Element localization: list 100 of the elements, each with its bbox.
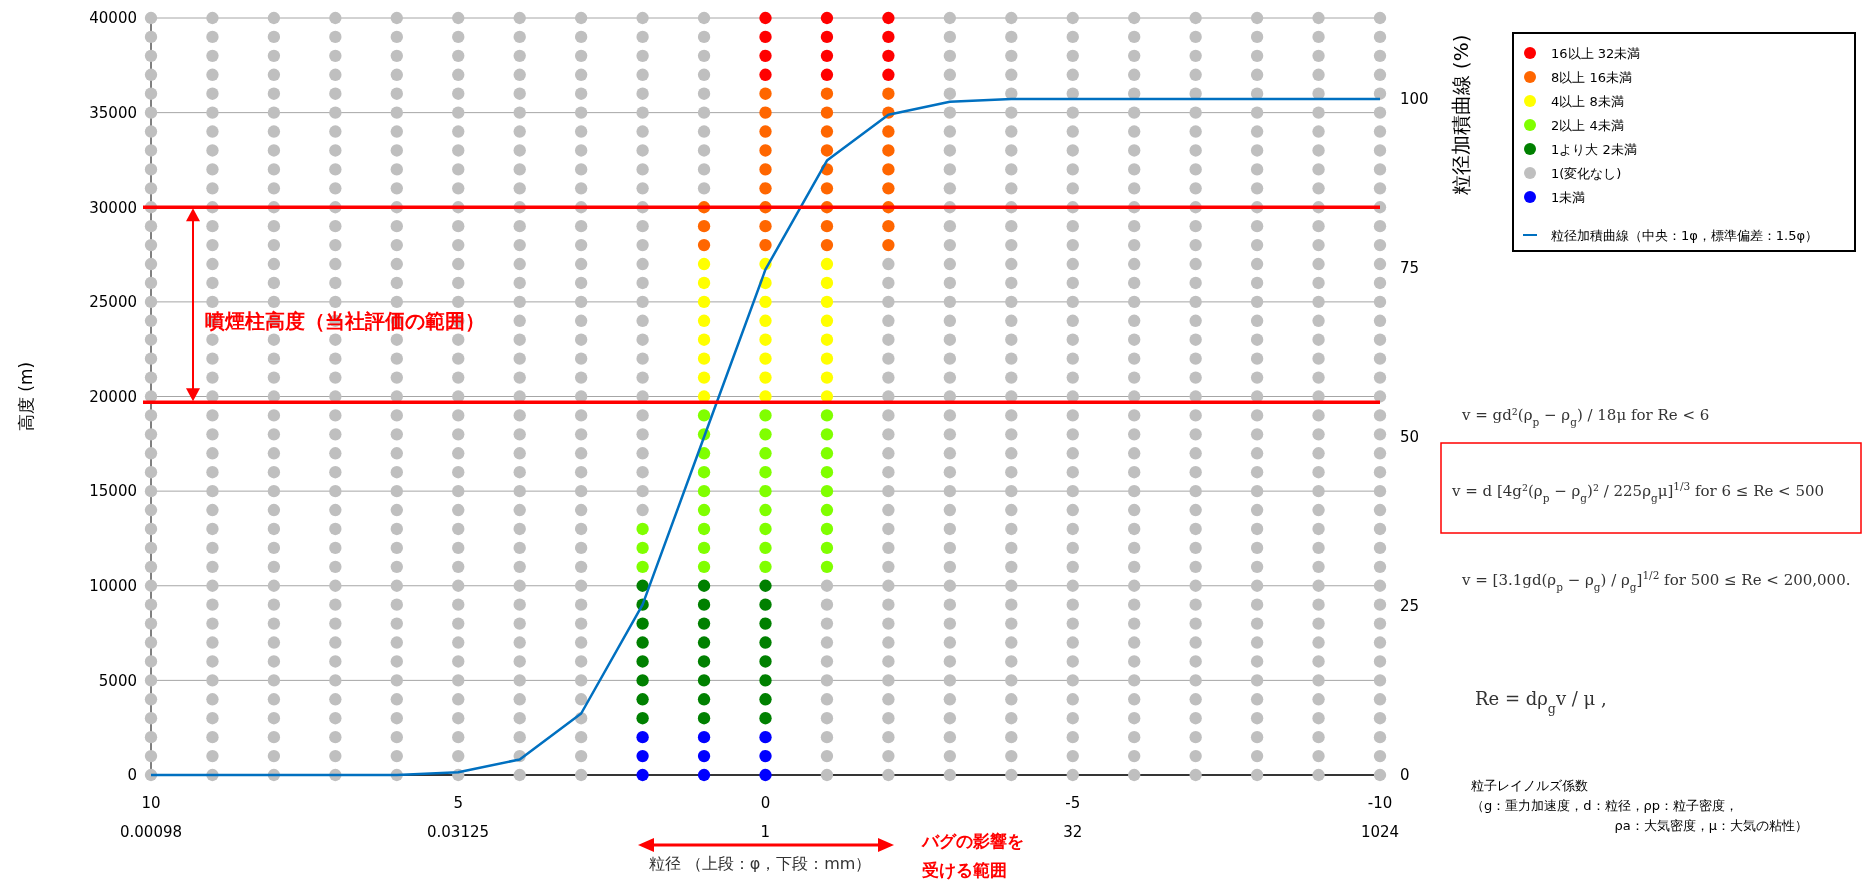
- point: [759, 730, 772, 744]
- point: [820, 68, 834, 81]
- point: [759, 144, 772, 157]
- point: [697, 333, 711, 346]
- point: [820, 220, 834, 233]
- x-tick-label: 0: [760, 794, 771, 812]
- y-tick-label: 10000: [89, 577, 137, 595]
- point: [759, 49, 772, 63]
- point: [636, 560, 649, 573]
- point: [820, 371, 834, 384]
- point: [882, 144, 895, 157]
- point: [759, 712, 772, 725]
- point: [697, 522, 711, 536]
- point: [820, 238, 834, 252]
- y-tick-label: 40000: [89, 9, 137, 28]
- point: [820, 466, 834, 479]
- point: [759, 11, 772, 25]
- point: [820, 87, 834, 100]
- point: [697, 674, 711, 687]
- point: [759, 295, 772, 309]
- point: [759, 655, 772, 668]
- y-tick-label: 15000: [89, 482, 137, 501]
- y-tick-label: 0: [127, 766, 137, 785]
- point: [820, 144, 834, 157]
- point: [697, 503, 711, 517]
- point: [759, 314, 772, 327]
- point: [636, 768, 649, 782]
- y-tick-label: 5000: [98, 671, 137, 690]
- point: [697, 730, 711, 744]
- text: （g：重力加速度，d：粒径，ρp：粒子密度，: [1471, 798, 1739, 813]
- annotation: 噴煙柱高度（当社評価の範囲）: [205, 309, 485, 333]
- point: [697, 352, 711, 365]
- point: [820, 276, 834, 290]
- point: [636, 730, 649, 744]
- point: [759, 484, 772, 498]
- point: [759, 693, 772, 706]
- point: [759, 409, 772, 422]
- point: [820, 11, 834, 25]
- text: v = gd²(ρ$_{p}$ − ρ$_{g}$) / 18μ for Re < 6: [1461, 406, 1710, 428]
- point: [697, 257, 711, 271]
- point: [759, 447, 772, 460]
- point: [636, 712, 649, 725]
- point: [820, 352, 834, 365]
- point: [882, 49, 895, 63]
- point: [697, 749, 711, 763]
- point: [697, 276, 711, 290]
- point: [636, 693, 649, 706]
- point: [882, 125, 895, 138]
- text: v = [3.1gd(ρ$_{p}$ − ρ$_{g}$) / ρ$_{g}$]$^{1/2}$ for 500 ≤ Re < 200,000.: [1462, 569, 1851, 593]
- x-tick-label: 10: [141, 794, 161, 812]
- point: [697, 466, 711, 479]
- point: [882, 220, 895, 233]
- point: [759, 674, 772, 687]
- point: [759, 182, 772, 195]
- point: [759, 220, 772, 233]
- point: [820, 257, 834, 271]
- text: v = d [4g²(ρ$_{p}$ − ρ$_{g}$)² / 225ρ$_{g}$μ]$^{1/3}$ for 6 ≤ Re < 500: [1452, 480, 1825, 504]
- point: [882, 182, 895, 195]
- point: [697, 579, 711, 592]
- point: [697, 541, 711, 555]
- point: [697, 220, 711, 233]
- point: [697, 598, 711, 611]
- point: [697, 371, 711, 384]
- point: [697, 712, 711, 725]
- point: [759, 503, 772, 517]
- point: [820, 295, 834, 309]
- point: [759, 106, 772, 119]
- y2-tick-label: 25: [1400, 597, 1420, 616]
- point: [636, 749, 649, 763]
- point: [759, 163, 772, 176]
- point: [636, 655, 649, 668]
- x2-tick-label: 1: [760, 823, 771, 841]
- x-tick-label: 5: [453, 794, 464, 812]
- point: [697, 409, 711, 422]
- point: [820, 560, 834, 573]
- point: [820, 125, 834, 138]
- y2-tick-label: 50: [1400, 428, 1420, 447]
- point: [697, 560, 711, 573]
- point: [882, 163, 895, 176]
- point: [759, 30, 772, 44]
- x2-tick-label: 0.03125: [427, 823, 490, 841]
- x2-tick-label: 0.00098: [119, 823, 183, 841]
- point: [636, 674, 649, 687]
- x-tick-label: -10: [1367, 794, 1393, 812]
- x-tick-label: -5: [1065, 794, 1081, 812]
- point: [820, 447, 834, 460]
- point: [759, 125, 772, 138]
- y2-tick-label: 0: [1400, 766, 1410, 785]
- legend-label: 2以上 4未満: [1551, 117, 1624, 133]
- y2-axis-title: 粒径加積曲線 (%): [1449, 34, 1473, 196]
- point: [697, 484, 711, 498]
- point: [759, 768, 772, 782]
- point: [759, 352, 772, 365]
- point: [759, 617, 772, 630]
- point: [697, 617, 711, 630]
- point: [759, 749, 772, 763]
- y-axis-title: 高度 (m): [16, 361, 36, 432]
- point: [759, 636, 772, 649]
- text: Re = dρ$_{g}$v / μ ,: [1475, 688, 1607, 716]
- point: [759, 428, 772, 441]
